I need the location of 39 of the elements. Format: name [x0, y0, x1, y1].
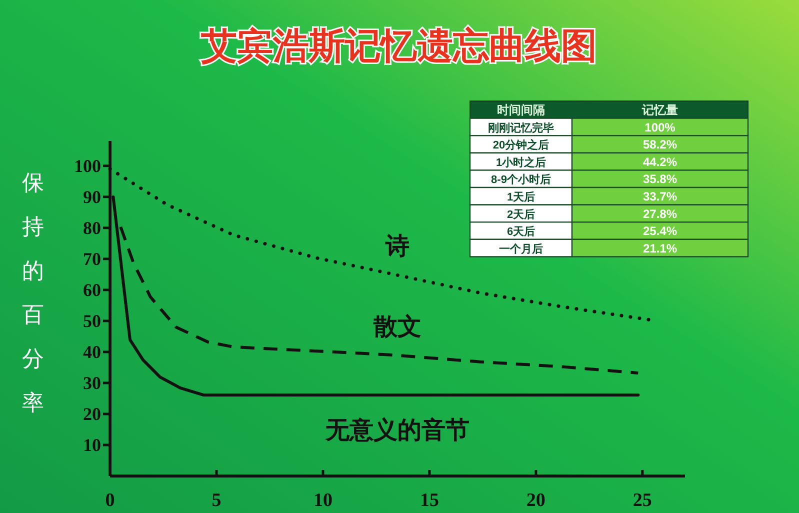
series-label: 诗 — [384, 233, 410, 260]
text: 100% — [644, 120, 676, 134]
chart-title: 艾宾浩斯记忆遗忘曲线图 — [201, 25, 597, 66]
y-tick-label: 30 — [83, 372, 101, 393]
x-tick-label: 0 — [105, 490, 115, 511]
text: 时间间隔 — [497, 103, 545, 117]
y-tick-label: 40 — [83, 342, 101, 362]
category-label: 8-9个小时后 — [491, 173, 551, 186]
x-tick-label: 5 — [212, 490, 222, 511]
category-label: 1天后 — [506, 190, 536, 204]
text: 44.2% — [642, 154, 678, 169]
category-label: 2天后 — [506, 208, 536, 221]
series-label: 无意义的音节 — [324, 417, 470, 444]
x-tick-label: 10 — [313, 490, 332, 511]
text: 27.8% — [642, 206, 678, 221]
category-label: 一个月后 — [499, 242, 543, 256]
y-tick-label: 100 — [74, 156, 101, 176]
y-axis-title: 保持的百分率 — [22, 170, 44, 415]
y-tick-label: 60 — [83, 280, 101, 300]
y-tick-label: 90 — [83, 186, 101, 207]
category-label: 20分钟之后 — [492, 138, 550, 152]
text: 记忆量 — [641, 103, 678, 117]
y-tick-label: 20 — [83, 404, 101, 424]
text: 25.4% — [642, 224, 678, 238]
category-label: 刚刚记忆完毕 — [488, 121, 554, 134]
y-tick-label: 70 — [83, 248, 101, 269]
x-tick-label: 20 — [526, 490, 546, 511]
text: 21.1% — [642, 241, 678, 256]
x-tick-label: 25 — [632, 490, 652, 511]
series-label: 散文 — [372, 313, 422, 340]
category-label: 1小时之后 — [496, 156, 546, 169]
y-tick-label: 80 — [83, 218, 101, 238]
text: 58.2% — [642, 138, 678, 152]
category-label: 6天后 — [506, 225, 536, 238]
y-tick-label: 50 — [83, 310, 101, 331]
text: 35.8% — [642, 172, 678, 186]
text: 33.7% — [642, 190, 678, 204]
x-tick-label: 15 — [420, 490, 439, 511]
y-tick-label: 10 — [83, 434, 101, 455]
